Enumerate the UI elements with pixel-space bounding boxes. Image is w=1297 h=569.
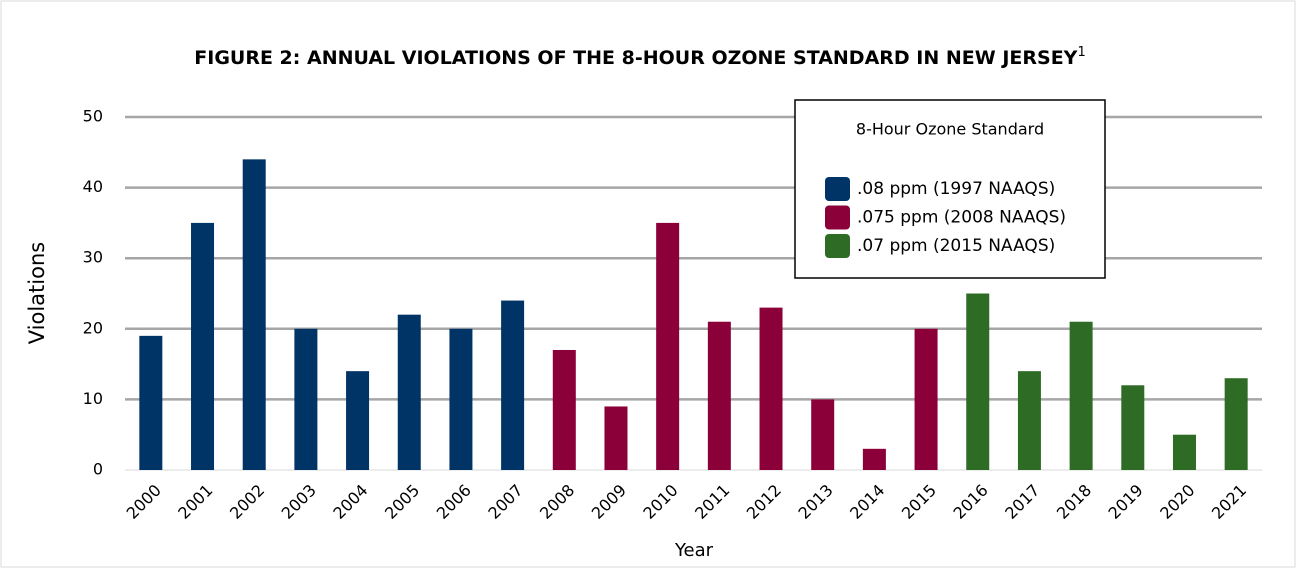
- x-axis-label: Year: [674, 540, 714, 561]
- bar: [759, 307, 783, 470]
- y-tick-label: 0: [93, 460, 103, 479]
- y-tick-label: 10: [83, 389, 103, 408]
- legend-swatch: [825, 177, 850, 201]
- bar: [346, 371, 370, 470]
- bar: [656, 222, 680, 470]
- title-text: FIGURE 2: ANNUAL VIOLATIONS OF THE 8-HOU…: [194, 47, 1077, 69]
- legend-label: .07 ppm (2015 NAAQS): [857, 236, 1055, 256]
- bar: [242, 159, 266, 471]
- bar: [1069, 321, 1093, 470]
- bar: [501, 300, 525, 470]
- legend: 8-Hour Ozone Standard .08 ppm (1997 NAAQS…: [794, 99, 1106, 279]
- legend-label: .075 ppm (2008 NAAQS): [857, 208, 1066, 228]
- legend-label: .08 ppm (1997 NAAQS): [857, 179, 1055, 199]
- bar: [1121, 385, 1145, 470]
- bar: [604, 406, 628, 470]
- bar: [707, 321, 731, 470]
- y-tick-label: 30: [83, 248, 103, 267]
- y-axis-label: Violations: [25, 242, 49, 344]
- bar: [449, 328, 473, 470]
- legend-swatch: [825, 205, 850, 230]
- bar: [294, 328, 318, 470]
- title-superscript: 1: [1077, 45, 1085, 60]
- bar: [1172, 434, 1196, 470]
- y-tick-label: 50: [83, 107, 103, 126]
- bar: [811, 399, 835, 470]
- legend-title: 8-Hour Ozone Standard: [856, 120, 1044, 139]
- bar: [1017, 371, 1041, 470]
- bar: [552, 349, 576, 470]
- y-tick-label: 20: [83, 318, 103, 337]
- legend-swatch: [825, 234, 850, 258]
- bar: [139, 335, 163, 470]
- bar: [914, 328, 938, 470]
- bar: [397, 314, 421, 470]
- bar: [1224, 378, 1248, 470]
- bar: [862, 448, 886, 470]
- y-tick-label: 40: [83, 177, 103, 196]
- bar: [191, 222, 215, 470]
- bar: [966, 293, 990, 470]
- chart-title: FIGURE 2: ANNUAL VIOLATIONS OF THE 8-HOU…: [194, 45, 1085, 69]
